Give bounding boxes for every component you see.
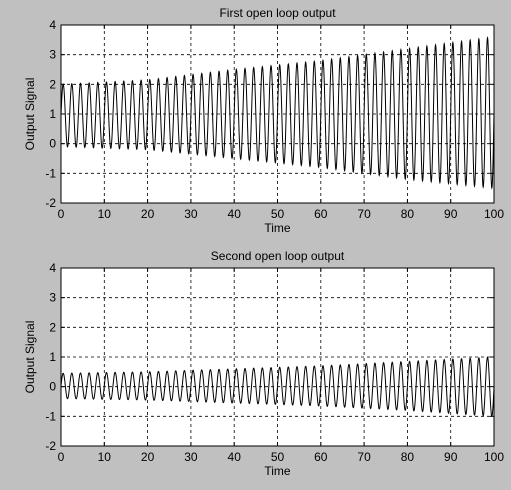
y-tick-label: 4 (49, 261, 56, 275)
x-tick-label: 30 (184, 207, 198, 221)
chart-title: First open loop output (219, 6, 336, 20)
x-tick-label: 20 (141, 450, 155, 464)
y-axis-label: Output Signal (23, 78, 37, 151)
x-tick-label: 70 (357, 207, 371, 221)
x-tick-label: 10 (98, 207, 112, 221)
y-tick-label: 0 (49, 137, 56, 151)
y-tick-label: 0 (49, 380, 56, 394)
chart-2: 0 10 20 30 40 50 60 70 80 90 100 -2 -1 0 1 2 3 4 Second op… (23, 249, 504, 478)
x-axis-label: Time (264, 221, 291, 235)
x-tick-label: 40 (228, 207, 242, 221)
grid (61, 268, 494, 446)
y-tick-label: 2 (49, 320, 56, 334)
x-tick-label: 80 (401, 450, 415, 464)
y-tick-label: 3 (49, 291, 56, 305)
x-tick-label: 0 (58, 450, 65, 464)
x-tick-label: 0 (58, 207, 65, 221)
x-tick-label: 100 (484, 450, 504, 464)
chart-title: Second open loop output (211, 249, 345, 263)
x-tick-label: 90 (444, 207, 458, 221)
x-tick-label: 40 (228, 450, 242, 464)
y-tick-label: -1 (45, 409, 56, 423)
x-tick-label: 70 (357, 450, 371, 464)
x-tick-label: 90 (444, 450, 458, 464)
y-tick-label: -1 (45, 166, 56, 180)
x-tick-label: 30 (184, 450, 198, 464)
x-tick-label: 80 (401, 207, 415, 221)
x-tick-label: 60 (314, 207, 328, 221)
x-axis-label: Time (264, 464, 291, 478)
chart-1: 0 10 20 30 40 50 60 70 80 90 100 -2 -1 0 1 2 3 4 First ope… (23, 6, 504, 235)
y-tick-label: -2 (45, 439, 56, 453)
y-tick-label: 1 (49, 350, 56, 364)
y-tick-label: -2 (45, 196, 56, 210)
y-axis-label: Output Signal (23, 321, 37, 394)
y-tick-label: 2 (49, 77, 56, 91)
series-line (60, 356, 495, 418)
x-tick-label: 50 (271, 207, 285, 221)
y-tick-label: 1 (49, 107, 56, 121)
x-tick-label: 60 (314, 450, 328, 464)
y-tick-label: 3 (49, 48, 56, 62)
series-line (60, 35, 495, 190)
x-tick-label: 20 (141, 207, 155, 221)
y-tick-label: 4 (49, 18, 56, 32)
x-tick-label: 100 (484, 207, 504, 221)
x-tick-label: 10 (98, 450, 112, 464)
x-tick-label: 50 (271, 450, 285, 464)
